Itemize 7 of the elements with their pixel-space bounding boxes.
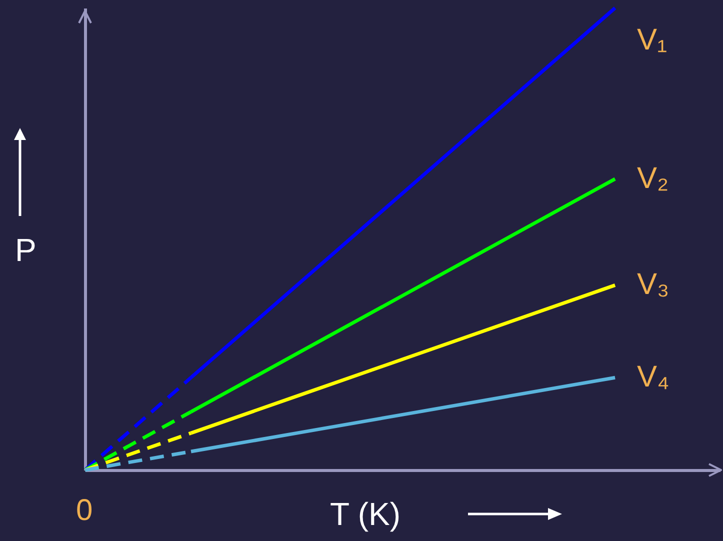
series-label: V₁: [637, 23, 668, 56]
series-label: V₃: [637, 268, 670, 302]
series-label: V₄: [637, 360, 670, 394]
x-axis-title: T (K): [330, 496, 401, 533]
text: 0: [76, 494, 93, 528]
series-label: V₂: [637, 162, 669, 195]
y-axis-title: P: [15, 232, 36, 269]
